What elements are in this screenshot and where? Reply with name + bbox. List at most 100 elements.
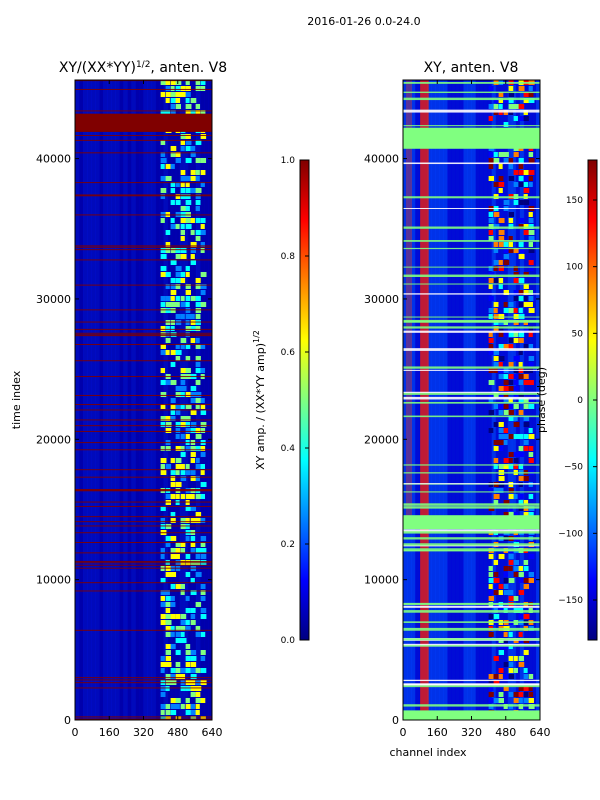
heatmap-cell: [175, 662, 181, 667]
heatmap-cell: [175, 392, 182, 397]
heatmap-cell: [200, 590, 206, 595]
heatmap-cell: [508, 212, 515, 217]
colorbar-tick-label: 0: [577, 396, 583, 406]
heatmap-cell: [195, 476, 200, 481]
heatmap-cell: [498, 434, 505, 439]
heatmap-column: [203, 80, 209, 720]
heatmap-stripe: [403, 274, 540, 277]
phase-panel: XY, anten. V8 0 10000 20000 30000 40000 0 160 3…: [364, 60, 551, 759]
heatmap-cell: [175, 350, 182, 355]
heatmap-cell: [160, 422, 166, 427]
heatmap-cell: [508, 308, 514, 313]
heatmap-cell: [528, 236, 535, 241]
heatmap-cell: [160, 704, 166, 709]
heatmap-column: [439, 80, 444, 720]
amplitude-panel: XY/(XX*YY)1/2, anten. V8 0 10000 20000 3000…: [10, 60, 227, 739]
heatmap-cell: [185, 662, 191, 667]
heatmap-cell: [498, 674, 503, 679]
heatmap-cell: [200, 410, 207, 415]
heatmap-stripe: [75, 214, 212, 216]
heatmap-stripe: [403, 491, 540, 493]
heatmap-cell: [180, 548, 186, 553]
heatmap-cell: [165, 242, 171, 247]
heatmap-cell: [488, 344, 494, 349]
heatmap-cell: [488, 578, 494, 583]
heatmap-cell: [508, 362, 514, 367]
heatmap-cell: [195, 86, 201, 91]
heatmap-stripe: [403, 610, 540, 613]
heatmap-cell: [185, 596, 190, 601]
heatmap-cell: [498, 278, 504, 283]
heatmap-cell: [200, 698, 206, 703]
heatmap-cell: [180, 464, 185, 469]
heatmap-cell: [528, 230, 535, 235]
heatmap-cell: [488, 296, 494, 301]
heatmap-cell: [190, 422, 197, 427]
heatmap-cell: [200, 446, 206, 451]
heatmap-cell: [488, 410, 495, 415]
heatmap-column: [119, 80, 124, 720]
heatmap-stripe: [403, 396, 540, 400]
colorbar-tick-label: −50: [564, 463, 583, 473]
heatmap-cell: [180, 518, 187, 523]
heatmap-cell: [195, 104, 201, 109]
colorbar-gradient-fill: [300, 160, 309, 640]
heatmap-cell: [503, 662, 509, 667]
heatmap-cell: [498, 668, 504, 673]
amplitude-colorbar-gradient: [300, 160, 309, 640]
heatmap-cell: [185, 416, 191, 421]
heatmap-cell: [503, 200, 510, 205]
heatmap-cell: [488, 230, 494, 235]
heatmap-cell: [185, 572, 191, 577]
heatmap-stripe: [75, 542, 212, 544]
heatmap-cell: [160, 458, 167, 463]
heatmap-cell: [165, 632, 171, 637]
heatmap-stripe: [403, 603, 540, 605]
heatmap-stripe: [403, 162, 540, 165]
heatmap-stripe: [75, 488, 212, 490]
amplitude-colorbar-frame: [299, 159, 310, 641]
heatmap-cell: [513, 104, 519, 109]
heatmap-cell: [160, 266, 167, 271]
heatmap-cell: [513, 458, 519, 463]
heatmap-cell: [180, 380, 186, 385]
heatmap-cell: [185, 86, 191, 91]
heatmap-cell: [503, 374, 509, 379]
heatmap-cell: [200, 422, 207, 427]
heatmap-stripe: [75, 425, 212, 427]
heatmap-stripe: [75, 88, 212, 90]
heatmap-cell: [185, 698, 190, 703]
heatmap-cell: [195, 602, 202, 607]
heatmap-cell: [523, 404, 529, 409]
heatmap-cell: [195, 380, 201, 385]
heatmap-cell: [518, 686, 525, 691]
heatmap-stripe: [403, 366, 540, 369]
heatmap-cell: [175, 182, 180, 187]
heatmap-cell: [528, 434, 535, 439]
heatmap-cell: [170, 284, 177, 289]
heatmap-cell: [195, 428, 201, 433]
heatmap-cell: [508, 104, 515, 109]
heatmap-cell: [160, 518, 166, 523]
heatmap-cell: [508, 662, 514, 667]
heatmap-cell: [523, 398, 530, 403]
heatmap-cell: [180, 314, 185, 319]
heatmap-cell: [170, 416, 176, 421]
amplitude-axes: 0 10000 20000 30000 40000 0 160 320 480 640: [36, 80, 223, 739]
heatmap-cell: [190, 614, 196, 619]
heatmap-cell: [493, 674, 499, 679]
heatmap-stripe: [75, 394, 212, 396]
heatmap-cell: [170, 146, 177, 151]
heatmap-cell: [488, 158, 494, 163]
heatmap-cell: [513, 512, 518, 517]
heatmap-cell: [195, 206, 200, 211]
heatmap-cell: [518, 566, 524, 571]
heatmap-cell: [190, 710, 197, 715]
heatmap-column: [99, 80, 104, 720]
heatmap-cell: [170, 584, 176, 589]
heatmap-cell: [190, 98, 197, 103]
heatmap-cell: [170, 80, 177, 85]
heatmap-cell: [503, 572, 509, 577]
heatmap-stripe: [403, 503, 540, 506]
heatmap-cell: [493, 302, 499, 307]
